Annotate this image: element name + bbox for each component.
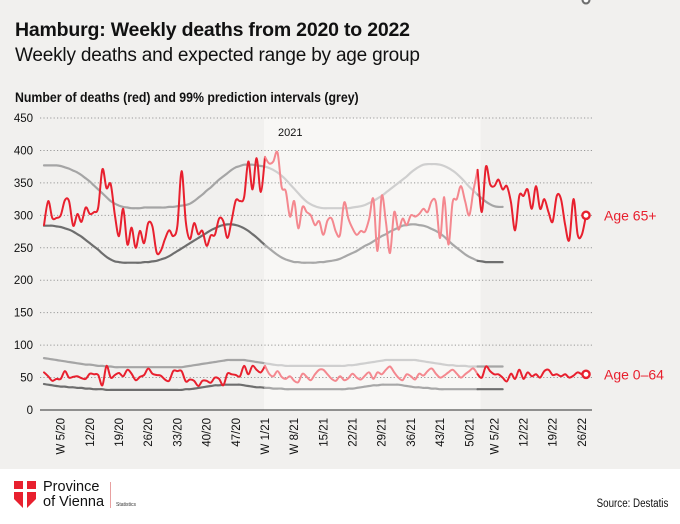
- x-tick-label: 15/21: [318, 418, 330, 447]
- age-65-plus-deaths-line-segment: [43, 155, 266, 256]
- y-tick-label: 200: [14, 275, 33, 287]
- y-tick-label: 50: [20, 373, 33, 385]
- x-tick-label: 19/20: [114, 418, 126, 447]
- logo-line-2: of Vienna: [43, 494, 105, 510]
- logo-separator: [110, 482, 111, 508]
- y-tick-label: 150: [14, 308, 33, 320]
- x-tick-label: 40/20: [202, 418, 214, 447]
- y-tick-label: 0: [27, 405, 33, 417]
- vienna-shield-icon: [14, 481, 36, 508]
- gridlines: [40, 117, 592, 411]
- age-65-plus-series-label: Age 65+: [604, 207, 657, 223]
- y-tick-labels: 0 50 100 150 200 250 300 350 400 450: [14, 113, 33, 417]
- x-tick-label: 29/21: [377, 418, 389, 447]
- age-65-plus-lower-bound-line-segment: [263, 223, 479, 264]
- series-end-labels: Age 65+ Age 0–64: [581, 0, 664, 382]
- source-note: Source: Destatis: [596, 498, 668, 510]
- x-tick-label: W 5/20: [56, 418, 68, 454]
- x-tick-label: W 5/22: [489, 418, 501, 454]
- x-tick-label: W 1/21: [260, 418, 272, 454]
- age-65-plus-deaths-line-segment: [476, 164, 587, 242]
- x-tick-label: 33/20: [172, 418, 184, 447]
- chart-subtitle: Weekly deaths and expected range by age …: [15, 45, 420, 66]
- age-65-plus-lower-bound-line-segment: [42, 223, 267, 264]
- y-tick-label: 250: [14, 243, 33, 255]
- age-0-64-lower-bound-line-segment: [263, 383, 479, 391]
- y-tick-label: 100: [14, 340, 33, 352]
- logo-line-1: Province: [43, 479, 100, 495]
- age-0-64-deaths-line-segment: [264, 364, 479, 384]
- age-0-64-deaths-line-segment: [476, 365, 587, 383]
- age-0-64-series-label: Age 0–64: [604, 366, 664, 382]
- age-65-plus-upper-bound-line-segment: [476, 193, 504, 209]
- x-tick-label: W 8/21: [289, 418, 301, 454]
- age-65-plus-upper-bound-line-segment: [42, 163, 267, 210]
- x-tick-label: 47/20: [231, 418, 243, 447]
- series-layer: [42, 150, 587, 392]
- x-tick-label: 12/20: [85, 418, 97, 447]
- age-65-plus-deaths-end-marker: [581, 210, 591, 221]
- age-65-plus-lower-bound-line-segment: [476, 259, 504, 264]
- x-tick-label: 36/21: [406, 418, 418, 447]
- age-0-64-upper-bound-line-segment: [42, 357, 267, 369]
- y-axis-caption: Number of deaths (red) and 99% predictio…: [15, 89, 359, 105]
- age-0-64-lower-bound-line-segment: [42, 382, 267, 392]
- x-tick-label: 19/22: [548, 418, 560, 447]
- highlight-label-2021: 2021: [278, 127, 302, 139]
- age-0-64-lower-end-marker: [581, 0, 591, 5]
- footer: Province of Vienna Statistics Source: De…: [0, 469, 680, 524]
- x-tick-label: 12/22: [518, 418, 530, 447]
- x-tick-label: 26/22: [577, 418, 589, 447]
- y-tick-label: 450: [14, 113, 33, 125]
- chart-title: Hamburg: Weekly deaths from 2020 to 2022: [15, 19, 410, 41]
- chart-svg: 0 50 100 150 200 250 300 350 400 450 W 5/20 12/20 1…: [14, 0, 664, 454]
- x-tick-labels: W 5/20 12/20 19/20 26/20 33/20 40/20 47/20 W 1/…: [56, 418, 589, 454]
- age-0-64-upper-bound-line-segment: [263, 358, 479, 368]
- x-tick-label: 22/21: [348, 418, 360, 447]
- logo-text: Province of Vienna: [43, 480, 104, 510]
- x-tick-label: 50/21: [464, 418, 476, 447]
- x-tick-label: 43/21: [435, 418, 447, 447]
- age-0-64-deaths-line-segment: [43, 364, 266, 387]
- y-tick-label: 350: [14, 178, 33, 190]
- y-tick-label: 400: [14, 145, 33, 157]
- y-tick-label: 300: [14, 210, 33, 222]
- age-65-plus-deaths-line-segment: [264, 150, 479, 255]
- logo-subtitle: Statistics: [116, 502, 137, 508]
- age-0-64-deaths-end-marker: [581, 369, 591, 380]
- x-tick-label: 26/20: [143, 418, 155, 447]
